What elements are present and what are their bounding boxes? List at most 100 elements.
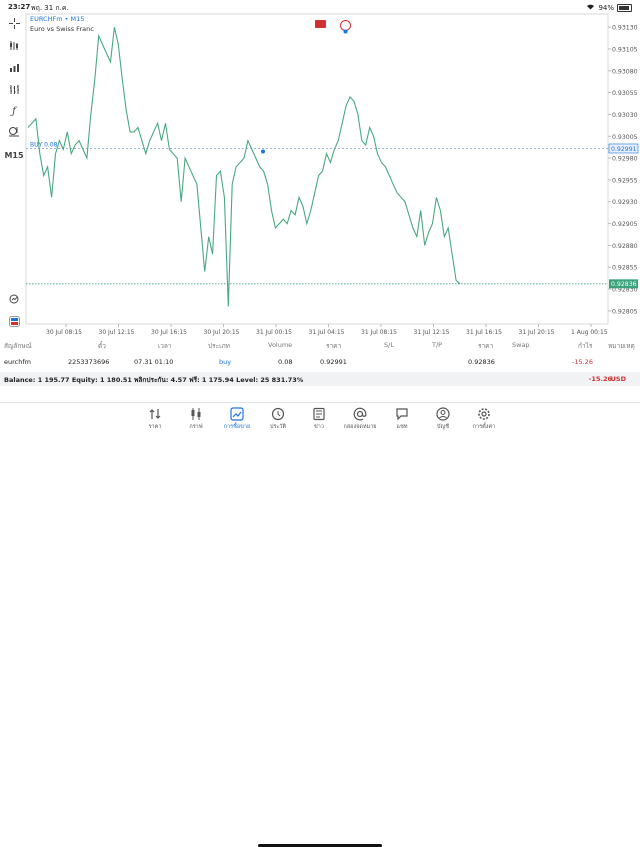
row-price: 0.92836 [468, 358, 495, 366]
chart-svg[interactable]: 0.93130 0.93105 0.93080 0.93055 0.93030 0.930… [0, 12, 640, 340]
col-current-price: ราคา [478, 342, 494, 350]
time-axis-label: 31 Jul 20:15 [519, 329, 555, 336]
status-date: พฤ. 31 ก.ค. [31, 4, 69, 12]
tab-quotes[interactable]: ราคา [135, 407, 175, 431]
time-axis-label: 30 Jul 16:15 [151, 329, 187, 336]
price-axis-label: 0.92855 [612, 265, 638, 272]
timeframe-bars-icon[interactable] [6, 82, 22, 96]
price-axis-label: 0.92880 [612, 243, 638, 250]
price-axis-label: 0.93030 [612, 112, 638, 119]
price-chart[interactable]: 0.93130 0.93105 0.93080 0.93055 0.93030 0.930… [0, 12, 640, 340]
tab-trade[interactable]: การซื้อขาย [217, 407, 257, 431]
chart-type-icon[interactable] [6, 38, 22, 52]
tab-settings[interactable]: การตั้งค่า [464, 407, 504, 431]
price-axis-label: 0.93005 [612, 134, 638, 141]
chart-symbol: EURCHFm • M15 [30, 15, 85, 23]
col-ticket: ตั๋ว [98, 342, 106, 350]
account-currency: USD [610, 375, 626, 383]
time-axis-label: 31 Jul 08:15 [361, 329, 397, 336]
tab-label: ราคา [148, 424, 162, 430]
price-axis-label: 0.93080 [612, 68, 638, 75]
trade-entry-marker [261, 149, 265, 154]
battery-icon [617, 3, 632, 12]
timeframe-label[interactable]: M15 [4, 150, 24, 160]
price-axis-label: 0.92980 [612, 156, 638, 163]
bid-price-label: 0.92836 [611, 281, 637, 288]
col-type: ประเภท [208, 342, 230, 350]
tab-chart[interactable]: กราฟ [176, 407, 216, 431]
signal-icon[interactable] [340, 20, 351, 34]
time-axis-label: 31 Jul 12:15 [414, 329, 450, 336]
trade-panel-icon[interactable] [6, 314, 22, 328]
price-axis-label: 0.92955 [612, 177, 638, 184]
tab-label: กราฟ [189, 424, 203, 430]
time-axis-label: 30 Jul 20:15 [204, 329, 240, 336]
status-right: 94% [586, 3, 632, 12]
chart-description: Euro vs Swiss Franc [30, 25, 94, 33]
tab-chat[interactable]: แชท [382, 407, 422, 431]
total-profit: -15.26 [588, 375, 612, 383]
time-axis-label: 30 Jul 12:15 [99, 329, 135, 336]
chart-header: EURCHFm • M15 Euro vs Swiss Franc [30, 14, 94, 34]
candles-icon [191, 408, 201, 420]
price-axis-label: 0.92805 [612, 308, 638, 315]
chart-toolbar: ƒ M15 [0, 14, 26, 336]
tab-history[interactable]: ประวัติ [258, 407, 298, 431]
settings-icon [478, 408, 490, 420]
time-axis-label: 1 Aug 00:15 [571, 329, 608, 336]
tab-label: แชท [396, 424, 408, 430]
tab-label: ข่าว [314, 424, 324, 430]
table-row[interactable]: eurchfm 2253373696 07.31 01:10 buy 0.08 … [0, 356, 640, 370]
time-axis-label: 31 Jul 04:15 [309, 329, 345, 336]
balance-text: Balance: 1 195.77 Equity: 1 180.51 พลิกป… [4, 376, 304, 384]
col-price: ราคา [326, 342, 342, 350]
row-time: 07.31 01:10 [134, 358, 174, 366]
status-time: 23:27 [8, 3, 31, 11]
col-time: เวลา [158, 342, 172, 350]
news-icon [313, 407, 325, 421]
balance-bar: Balance: 1 195.77 Equity: 1 180.51 พลิกป… [0, 372, 640, 386]
row-profit: -15.26 [572, 358, 593, 366]
swiss-flag-icon [315, 20, 326, 34]
tab-label: การตั้งค่า [472, 424, 496, 430]
price-axis-label: 0.93105 [612, 46, 638, 53]
time-axis-label: 30 Jul 08:15 [46, 329, 82, 336]
trade-icon [230, 407, 244, 421]
mailbox-icon [353, 407, 367, 421]
status-bar: 23:27 พฤ. 31 ก.ค. 94% [0, 0, 640, 14]
crosshair-icon[interactable] [6, 16, 22, 30]
tab-news[interactable]: ข่าว [299, 407, 339, 431]
tab-label: บัญชี [437, 424, 449, 430]
battery-fill [619, 5, 630, 10]
tab-account[interactable]: บัญชี [423, 407, 463, 431]
price-axis-label: 0.92905 [612, 221, 638, 228]
tab-mailbox[interactable]: กล่องจดหมาย [340, 407, 380, 431]
account-icon [436, 407, 450, 421]
col-symbol: สัญลักษณ์ [4, 342, 32, 350]
bid-price-box [609, 279, 638, 289]
function-icon[interactable]: ƒ [12, 105, 16, 117]
quotes-icon [149, 409, 161, 419]
row-volume: 0.08 [278, 358, 293, 366]
col-swap: Swap [512, 341, 530, 349]
zoom-icon[interactable] [6, 292, 22, 306]
time-axis-label: 31 Jul 00:15 [256, 329, 292, 336]
tab-label: การซื้อขาย [223, 424, 251, 430]
chat-icon [396, 408, 408, 421]
row-open-price: 0.92991 [320, 358, 347, 366]
buy-price-box [608, 143, 639, 154]
row-ticket: 2253373696 [68, 358, 110, 366]
price-axis-label: 0.92830 [612, 287, 638, 294]
table-header: สัญลักษณ์ ตั๋ว เวลา ประเภท Volume ราคา S… [0, 339, 640, 353]
col-profit: กำไร [578, 342, 593, 350]
col-sl: S/L [384, 341, 394, 349]
tab-label: ประวัติ [269, 424, 287, 430]
buy-line-label: BUY 0.08 [30, 141, 58, 148]
tab-label: กล่องจดหมาย [343, 424, 377, 430]
col-comment: หมายเหตุ [608, 342, 635, 350]
price-axis-label: 0.93130 [612, 25, 638, 32]
battery-percent: 94% [598, 3, 614, 12]
indicators-bars-icon[interactable] [6, 60, 22, 74]
objects-icon[interactable] [6, 124, 22, 138]
col-volume: Volume [268, 341, 293, 349]
